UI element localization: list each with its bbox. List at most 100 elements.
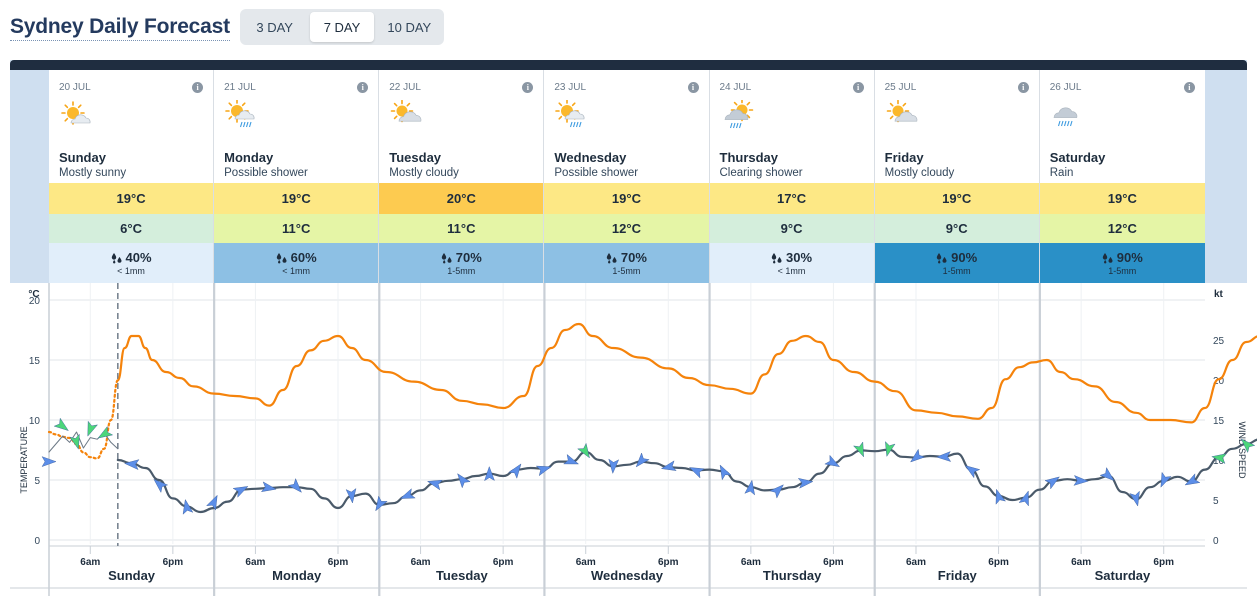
wind-direction-arrow[interactable] [1073, 475, 1089, 486]
wind-direction-arrow[interactable] [935, 451, 952, 462]
day-date: 25 JUL [884, 82, 917, 93]
rain-chance: 40% [125, 250, 152, 265]
wind-direction-arrow[interactable] [907, 448, 926, 466]
day-axis-label: Friday [938, 568, 978, 583]
wind-direction-arrow[interactable] [1211, 452, 1227, 464]
tab-3-day[interactable]: 3 DAY [256, 19, 293, 35]
wind-direction-arrow[interactable] [535, 462, 552, 477]
wind-direction-arrow[interactable] [882, 441, 896, 458]
info-icon[interactable]: i [687, 82, 699, 93]
tab-7-day[interactable]: 7 DAY [310, 12, 374, 42]
wind-direction-arrow[interactable] [180, 498, 194, 515]
wind-direction-arrow[interactable] [1156, 471, 1172, 489]
day-card-thursday[interactable]: 24 JUL i Thursday Clearing shower 17°C 9… [709, 70, 875, 283]
wind-direction-arrow[interactable] [398, 488, 416, 504]
wind-direction-arrow[interactable] [260, 481, 277, 494]
day-card-saturday[interactable]: 26 JUL i Saturday Rain 19°C 12°C 90% 1-5… [1039, 70, 1205, 283]
wind-direction-arrow[interactable] [151, 476, 169, 493]
day-name: Thursday [719, 150, 779, 165]
wind-direction-arrow[interactable] [687, 463, 705, 479]
wind-direction-arrow[interactable] [345, 488, 357, 504]
day-condition: Rain [1049, 167, 1074, 179]
rain-amount: 1-5mm [612, 266, 641, 276]
info-icon[interactable]: i [852, 82, 864, 93]
wind-direction-arrow[interactable] [853, 441, 869, 459]
day-name: Wednesday [554, 150, 627, 165]
max-temperature: 19°C [874, 183, 1039, 214]
min-temperature: 6°C [49, 214, 214, 243]
wind-direction-arrow[interactable] [1238, 436, 1256, 454]
wind-direction-arrow[interactable] [426, 477, 443, 491]
day-card-sunday[interactable]: 20 JUL i Sunday Mostly sunny 19°C 6°C 40… [49, 70, 215, 283]
wind-direction-arrow[interactable] [41, 456, 57, 467]
wind-direction-arrow[interactable] [484, 466, 495, 482]
wind-direction-arrow[interactable] [744, 479, 757, 496]
info-icon[interactable]: i [1017, 82, 1029, 93]
day-condition: Clearing shower [719, 167, 803, 179]
day-axis-label: Wednesday [591, 568, 664, 583]
wind-direction-arrow[interactable] [53, 417, 71, 434]
wind-direction-arrow[interactable] [83, 420, 98, 438]
wind-direction-arrow[interactable] [797, 477, 814, 489]
day-card-monday[interactable]: 21 JUL i Monday Possible shower 19°C 11°… [214, 70, 380, 283]
raindrops-icon [111, 252, 122, 263]
temperature-observed-line [47, 379, 119, 460]
day-name: Friday [884, 150, 924, 165]
wind-direction-arrow[interactable] [1129, 490, 1143, 507]
wind-direction-arrow[interactable] [716, 463, 732, 481]
wind-direction-arrow[interactable] [232, 482, 250, 498]
rain-cell: 90% 1-5mm [874, 243, 1039, 283]
wind-direction-arrow[interactable] [1018, 489, 1033, 507]
right-tick-label: 5 [1213, 496, 1219, 507]
wind-direction-arrow[interactable] [1044, 473, 1062, 490]
wind-direction-arrow[interactable] [124, 458, 140, 471]
wind-direction-arrow[interactable] [962, 461, 981, 479]
x-tick-label: 6am [906, 557, 926, 568]
day-card-friday[interactable]: 25 JUL i Friday Mostly cloudy 19°C 9°C 9… [874, 70, 1040, 283]
wind-direction-arrow[interactable] [608, 458, 620, 474]
day-card-tuesday[interactable]: 22 JUL i Tuesday Mostly cloudy 20°C 11°C… [379, 70, 545, 283]
wind-direction-arrow[interactable] [206, 493, 222, 511]
day-axis-label: Tuesday [436, 568, 489, 583]
info-icon[interactable]: i [522, 82, 534, 93]
max-temperature: 20°C [379, 183, 544, 214]
rain-chance: 70% [620, 250, 647, 265]
x-tick-label: 6am [1071, 557, 1091, 568]
wind-direction-arrow[interactable] [563, 453, 581, 469]
wind-direction-arrow[interactable] [769, 481, 787, 499]
mostly-cloudy-icon [886, 100, 917, 123]
info-icon[interactable]: i [357, 82, 369, 93]
min-temperature: 11°C [214, 214, 379, 243]
info-icon[interactable]: i [1183, 82, 1195, 93]
right-tick-label: 15 [1213, 416, 1225, 427]
day-condition: Mostly cloudy [389, 167, 459, 179]
info-icon[interactable]: i [192, 82, 204, 93]
wind-direction-arrow[interactable] [508, 461, 525, 479]
day-condition: Possible shower [224, 167, 308, 179]
sun-shower-icon [555, 100, 585, 128]
day-date: 20 JUL [59, 82, 91, 93]
rain-chance: 70% [455, 250, 482, 265]
day-card-wednesday[interactable]: 23 JUL i Wednesday Possible shower 19°C … [544, 70, 710, 283]
wind-direction-arrow[interactable] [577, 442, 594, 460]
wind-direction-arrow[interactable] [371, 495, 388, 513]
wind-direction-arrow[interactable] [1099, 467, 1117, 485]
wind-direction-arrow[interactable] [1183, 473, 1201, 490]
tab-10-day[interactable]: 10 DAY [387, 19, 432, 35]
wind-direction-arrow[interactable] [824, 454, 842, 471]
wind-direction-arrow[interactable] [632, 452, 650, 470]
day-date: 22 JUL [389, 82, 421, 93]
day-axis-label: Thursday [763, 568, 822, 583]
min-temperature: 9°C [709, 214, 874, 243]
wind-direction-arrow[interactable] [660, 460, 677, 474]
wind-direction-arrow[interactable] [69, 433, 83, 450]
wind-direction-arrow[interactable] [454, 471, 471, 489]
sun-shower-icon [225, 100, 255, 128]
raindrops-icon [606, 252, 617, 263]
rain-cell: 40% < 1mm [49, 243, 214, 283]
mostly-sunny-icon [61, 101, 91, 125]
x-tick-label: 6pm [493, 557, 514, 568]
wind-direction-arrow[interactable] [95, 425, 114, 442]
wind-direction-arrow[interactable] [992, 488, 1006, 505]
wind-direction-arrow[interactable] [287, 478, 305, 496]
